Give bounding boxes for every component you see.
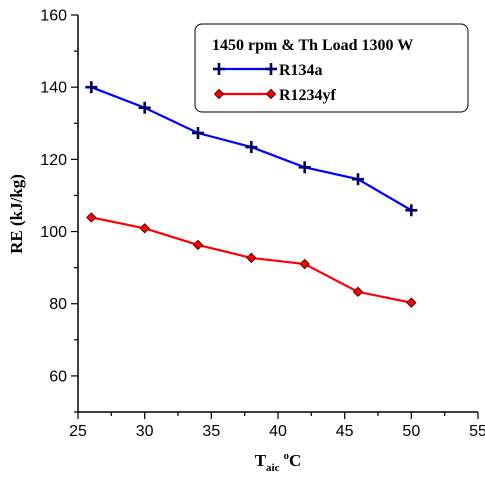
y-axis-label: RE (kJ/kg) xyxy=(7,174,26,254)
data-point-r1234yf xyxy=(246,252,257,264)
legend-label: R1234yf xyxy=(279,87,337,104)
legend-label: R134a xyxy=(279,62,323,79)
data-point-r1234yf xyxy=(86,212,97,223)
data-point-r134a xyxy=(352,173,364,186)
x-tick-label: 30 xyxy=(136,423,154,440)
x-axis-label-sub: aic xyxy=(266,462,280,474)
plot-area: 25 30 35 40 45 50 55 60 80 100 120 140 160 xyxy=(40,8,485,441)
data-point-r134a xyxy=(85,81,98,94)
data-point-r134a xyxy=(192,127,204,140)
data-point-r1234yf xyxy=(139,223,150,234)
x-axis-label-main: T xyxy=(255,451,267,470)
x-tick-label: 45 xyxy=(336,423,354,440)
x-axis-label-deg: o xyxy=(284,450,290,462)
y-tick-label: 60 xyxy=(49,368,67,385)
x-tick-label: 55 xyxy=(469,423,485,440)
y-tick-label: 140 xyxy=(40,80,67,97)
legend-marker xyxy=(265,88,277,100)
legend-box xyxy=(194,23,469,113)
legend-marker xyxy=(213,63,225,75)
data-point-r1234yf xyxy=(192,239,204,251)
x-tick-label: 40 xyxy=(269,423,287,440)
data-point-r1234yf xyxy=(406,297,417,308)
y-tick-label: 100 xyxy=(40,224,67,241)
y-tick-label: 160 xyxy=(40,8,67,25)
data-point-r1234yf xyxy=(299,258,310,270)
data-point-r134a xyxy=(138,101,151,114)
x-axis-label-unit: C xyxy=(289,451,301,470)
data-point-r134a xyxy=(298,161,311,174)
legend-marker xyxy=(213,88,225,100)
series-layer xyxy=(85,81,418,308)
y-tick-label: 120 xyxy=(40,152,67,169)
x-tick-label: 50 xyxy=(402,423,420,440)
y-tick-label: 80 xyxy=(49,296,67,313)
data-point-r134a xyxy=(405,204,418,217)
x-axis-label: TaicoC xyxy=(255,450,302,474)
x-tick-label: 35 xyxy=(202,423,220,440)
legend-items: R134a R1234yf xyxy=(213,62,337,104)
x-ticks: 25 30 35 40 45 50 55 xyxy=(69,412,485,440)
legend: 1450 rpm & Th Load 1300 W R134a R1234yf xyxy=(194,23,469,113)
legend-title: 1450 rpm & Th Load 1300 W xyxy=(212,37,413,54)
y-ticks: 60 80 100 120 140 160 xyxy=(40,8,78,413)
data-point-r1234yf xyxy=(352,286,364,298)
legend-marker xyxy=(265,63,277,75)
x-tick-label: 25 xyxy=(69,423,87,440)
data-point-r134a xyxy=(245,141,258,154)
